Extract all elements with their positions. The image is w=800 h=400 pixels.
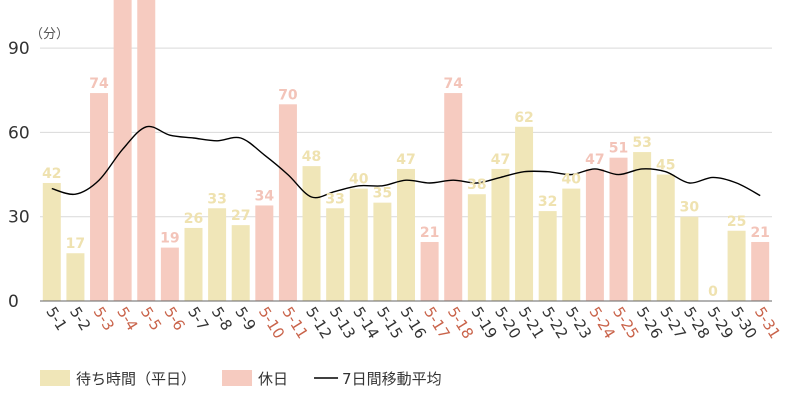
weekday-bar [491, 168, 510, 301]
holiday-bar [255, 205, 274, 301]
data-label: 51 [609, 141, 628, 157]
x-tick-label: 5-31 [751, 304, 784, 342]
data-label: 38 [467, 177, 486, 193]
data-label: 35 [373, 186, 392, 202]
weekday-bar [184, 227, 203, 301]
data-label: 40 [349, 172, 369, 188]
x-tick-label: 5-6 [160, 304, 188, 334]
y-axis-unit-label: （分） [30, 27, 69, 42]
y-tick-label: 30 [8, 208, 30, 228]
data-label: 62 [514, 110, 533, 126]
holiday-bar [585, 168, 604, 301]
weekday-bar [397, 168, 415, 301]
weekday-bar [326, 208, 345, 301]
data-label: 47 [396, 152, 415, 168]
y-tick-label: 90 [8, 39, 30, 59]
data-label: 30 [680, 200, 700, 216]
legend-swatch [222, 370, 253, 386]
data-label: 33 [325, 191, 344, 207]
weekday-bar [538, 211, 557, 301]
holiday-bar [609, 157, 628, 301]
data-label: 21 [750, 225, 769, 241]
weekday-bar [515, 126, 534, 301]
legend-swatch [40, 370, 70, 386]
data-label: 53 [632, 135, 651, 151]
data-label: 42 [42, 166, 61, 182]
legend-label: 待ち時間（平日） [76, 370, 196, 388]
x-tick-label: 5-7 [184, 304, 212, 334]
weekday-bar [42, 182, 61, 301]
data-label: 25 [727, 214, 746, 230]
holiday-bar [420, 241, 439, 301]
moving-average-line [51, 125, 761, 199]
data-label: 26 [184, 211, 203, 227]
moving-average-layer [51, 125, 761, 199]
legend-label: 7日間移動平均 [342, 370, 442, 388]
data-label: 40 [562, 172, 582, 188]
x-tick-label: 5-1 [42, 304, 70, 334]
data-label: 32 [538, 194, 557, 210]
data-label: 47 [585, 152, 604, 168]
weekday-bar [633, 152, 652, 301]
legend-label: 休日 [258, 370, 288, 388]
holiday-bar [90, 93, 109, 301]
y-tick-label: 60 [8, 123, 30, 143]
weekday-bar [208, 208, 227, 301]
data-label: 45 [656, 158, 675, 174]
x-tick-label: 5-4 [113, 304, 141, 334]
data-label: 0 [708, 284, 718, 300]
legend-item: 待ち時間（平日） [40, 370, 196, 388]
weekday-bar [302, 166, 321, 301]
data-label: 21 [420, 225, 439, 241]
y-tick-label: 0 [8, 292, 19, 312]
data-label: 19 [160, 231, 179, 247]
holiday-bar [444, 93, 463, 301]
weekday-bar [231, 225, 250, 301]
legend: 待ち時間（平日） 休日 7日間移動平均 [40, 370, 442, 388]
legend-item: 休日 [222, 370, 288, 388]
legend-item: 7日間移動平均 [314, 370, 442, 388]
x-tick-label: 5-3 [90, 304, 118, 334]
holiday-bar [278, 104, 297, 301]
data-label: 48 [302, 149, 321, 165]
holiday-bar [137, 0, 156, 301]
value-label-layer: 4217741926332734704833403547217438476232… [42, 76, 770, 300]
x-tick-label: 5-5 [137, 304, 165, 334]
weekday-bar [66, 253, 85, 301]
data-label: 17 [66, 236, 85, 252]
weekday-bar [727, 230, 746, 301]
holiday-bar [113, 0, 132, 301]
data-label: 74 [89, 76, 109, 92]
weekday-bar [373, 202, 392, 301]
data-label: 33 [207, 191, 226, 207]
holiday-bar [160, 247, 179, 301]
data-label: 27 [231, 208, 250, 224]
holiday-bar [751, 241, 770, 301]
data-label: 34 [255, 188, 275, 204]
data-label: 47 [491, 152, 510, 168]
x-tick-label: 5-2 [66, 304, 94, 334]
data-label: 74 [443, 76, 463, 92]
x-tick-label: 5-9 [231, 304, 259, 334]
weekday-bar [467, 194, 486, 301]
weekday-bar [656, 174, 675, 301]
x-tick-label: 5-8 [208, 304, 236, 334]
bar-layer [42, 0, 770, 301]
weekday-bar [680, 216, 699, 301]
weekday-bar [349, 188, 368, 301]
weekday-bar [562, 188, 581, 301]
data-label: 70 [278, 87, 298, 103]
